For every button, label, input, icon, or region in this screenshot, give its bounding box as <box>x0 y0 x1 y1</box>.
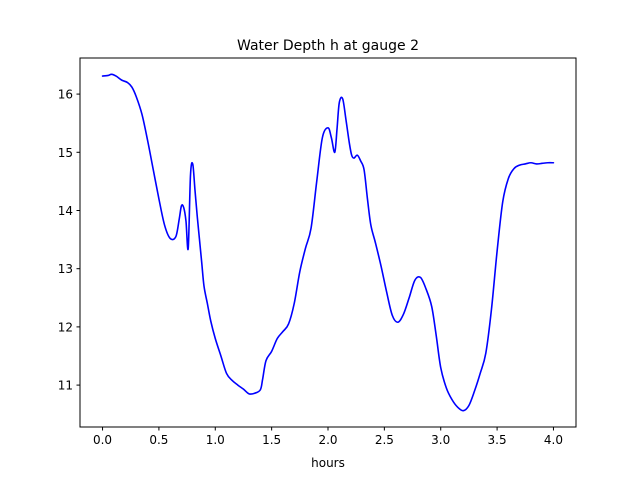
y-tick-label: 11 <box>58 379 73 393</box>
x-tick-label: 0.0 <box>93 433 112 447</box>
y-tick-label: 15 <box>58 146 73 160</box>
plot-frame <box>79 57 577 428</box>
chart-title: Water Depth h at gauge 2 <box>237 38 419 54</box>
x-axis-label: hours <box>311 456 345 470</box>
x-tick-label: 1.0 <box>206 433 225 447</box>
series-layer <box>101 73 555 412</box>
x-tick-label: 2.5 <box>375 433 394 447</box>
x-tick-label: 2.0 <box>318 433 337 447</box>
ticks-layer: 0.0 0.5 1.0 1.5 2.0 2.5 3.0 3.5 4.0 11 12 13 14 15 16 <box>58 88 563 447</box>
x-tick-label: 0.5 <box>149 433 168 447</box>
y-tick-label: 16 <box>58 88 73 102</box>
y-tick-label: 13 <box>58 262 73 276</box>
x-tick-label: 3.0 <box>431 433 450 447</box>
y-tick-label: 12 <box>58 320 73 334</box>
x-tick-label: 1.5 <box>262 433 281 447</box>
y-tick-label: 14 <box>58 204 73 218</box>
x-tick-label: 4.0 <box>544 433 563 447</box>
water-depth-line <box>101 73 555 412</box>
x-tick-label: 3.5 <box>488 433 507 447</box>
